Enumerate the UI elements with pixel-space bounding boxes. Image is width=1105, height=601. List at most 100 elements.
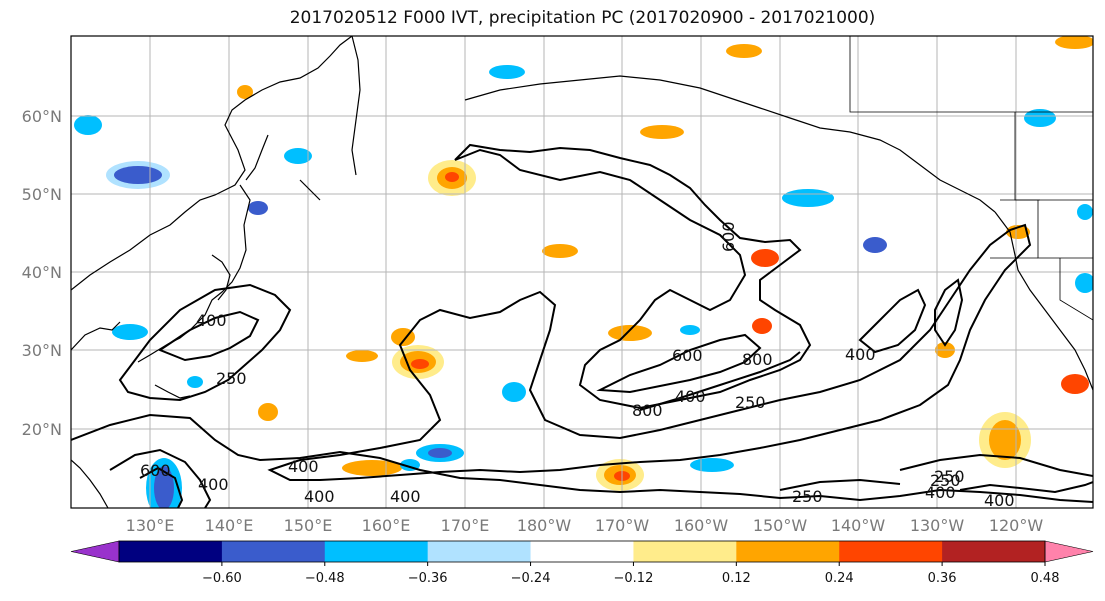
precip-positive-patch	[237, 85, 253, 99]
lon-label: 170°E	[441, 516, 490, 535]
precip-negative-patch	[154, 466, 174, 508]
colorbar-segment	[633, 541, 737, 562]
lon-label: 120°W	[989, 516, 1044, 535]
precip-negative-patch	[863, 237, 887, 253]
map-title: 2017020512 F000 IVT, precipitation PC (2…	[289, 8, 876, 28]
precip-negative-patch	[1075, 273, 1093, 293]
contour-label: 250	[930, 471, 961, 490]
lon-label: 150°W	[753, 516, 808, 535]
precip-positive-patch	[1055, 36, 1093, 49]
precip-negative-patch	[680, 325, 700, 335]
colorbar-segment	[942, 541, 1046, 562]
lat-label: 20°N	[22, 420, 62, 439]
precip-positive-patch	[342, 460, 402, 476]
precip-negative-patch	[1024, 109, 1056, 127]
colorbar-segment	[530, 541, 634, 562]
lon-label: 150°E	[284, 516, 333, 535]
contour-label: 250	[735, 393, 766, 412]
precip-positive-patch	[411, 359, 429, 369]
precip-positive-patch	[726, 44, 762, 58]
lon-label: 140°W	[831, 516, 886, 535]
contour-label: 600	[719, 221, 738, 252]
contour-label: 400	[675, 387, 706, 406]
precip-negative-patch	[690, 458, 734, 472]
contour-label: 250	[792, 487, 823, 506]
colorbar-segment	[736, 541, 840, 562]
contour-label: 800	[632, 401, 663, 420]
contour-label: 600	[140, 461, 171, 480]
graticule	[71, 36, 1093, 508]
precip-patches	[74, 36, 1093, 508]
precip-positive-patch	[751, 249, 779, 267]
colorbar-tick-label: 0.12	[722, 571, 751, 586]
colorbar-tick-label: 0.48	[1031, 571, 1060, 586]
contour-label: 250	[934, 467, 965, 486]
lon-labels: 130°E 140°E 150°E 160°E 170°E 180°W 170°…	[126, 516, 1044, 535]
precip-positive-patch	[445, 172, 459, 182]
colorbar: −0.60 −0.48 −0.36 −0.24 −0.12 0.12 0.24 0.36 0.4…	[70, 540, 1094, 586]
contour-label: 400	[845, 345, 876, 364]
colorbar-segment	[427, 541, 532, 562]
political-boundaries	[849, 36, 1093, 321]
precip-negative-patch	[248, 201, 268, 215]
precip-positive-patch	[258, 403, 278, 421]
colorbar-tick-label: −0.48	[305, 571, 345, 586]
colorbar-extend-low	[70, 540, 120, 563]
contour-label: 400	[304, 487, 335, 506]
colorbar-extend-high	[1044, 540, 1094, 563]
contour-label: 800	[742, 350, 773, 369]
contour-label: 400	[925, 483, 956, 502]
precip-negative-patch	[502, 382, 526, 402]
colorbar-outline	[118, 540, 1046, 563]
colorbar-tick-label: −0.24	[511, 571, 551, 586]
contour-label: 400	[984, 491, 1015, 510]
colorbar-tick-label: −0.60	[202, 571, 242, 586]
contour-label: 600	[672, 346, 703, 365]
precip-negative-patch	[114, 166, 162, 184]
precip-negative-patch	[428, 448, 452, 458]
colorbar-segment	[221, 541, 326, 562]
colorbar-segment	[839, 541, 943, 562]
lat-label: 40°N	[22, 263, 62, 282]
colorbar-segment	[324, 541, 429, 562]
precip-positive-patch	[1061, 374, 1089, 394]
colorbar-segments	[70, 540, 1094, 563]
precip-positive-patch	[752, 318, 772, 334]
precip-negative-patch	[1077, 204, 1093, 220]
lon-label: 160°W	[674, 516, 729, 535]
contour-label: 400	[288, 457, 319, 476]
precip-negative-patch	[284, 148, 312, 164]
precip-positive-patch	[989, 420, 1021, 460]
lat-label: 60°N	[22, 107, 62, 126]
contour-label: 400	[196, 311, 227, 330]
colorbar-segment	[119, 541, 223, 562]
lon-label: 130°E	[126, 516, 175, 535]
colorbar-ticks: −0.60 −0.48 −0.36 −0.24 −0.12 0.12 0.24 0.36 0.4…	[202, 562, 1060, 586]
precip-positive-patch	[640, 125, 684, 139]
precip-positive-patch	[608, 325, 652, 341]
precip-negative-patch	[187, 376, 203, 388]
lon-label: 130°W	[910, 516, 965, 535]
precip-negative-patch	[74, 115, 102, 135]
lat-label: 30°N	[22, 341, 62, 360]
colorbar-tick-label: 0.24	[825, 571, 854, 586]
ivt-contours	[71, 143, 1093, 508]
colorbar-tick-label: −0.12	[614, 571, 654, 586]
precip-negative-patch	[112, 324, 148, 340]
lat-labels: 60°N 50°N 40°N 30°N 20°N	[22, 107, 62, 439]
contour-label: 250	[216, 369, 247, 388]
precip-positive-patch	[346, 350, 378, 362]
lon-label: 160°E	[362, 516, 411, 535]
lon-label: 180°W	[517, 516, 572, 535]
lon-label: 140°E	[205, 516, 254, 535]
contour-label: 400	[390, 487, 421, 506]
colorbar-tick-label: −0.36	[408, 571, 448, 586]
ivt-contour-labels: 400 250 600 400 400 400 600 800 400 250 …	[140, 221, 1015, 510]
lon-label: 170°W	[595, 516, 650, 535]
precip-negative-patch	[489, 65, 525, 79]
plot-frame	[70, 35, 1094, 509]
colorbar-tick-label: 0.36	[928, 571, 957, 586]
lat-label: 50°N	[22, 185, 62, 204]
coastlines	[71, 36, 1093, 508]
